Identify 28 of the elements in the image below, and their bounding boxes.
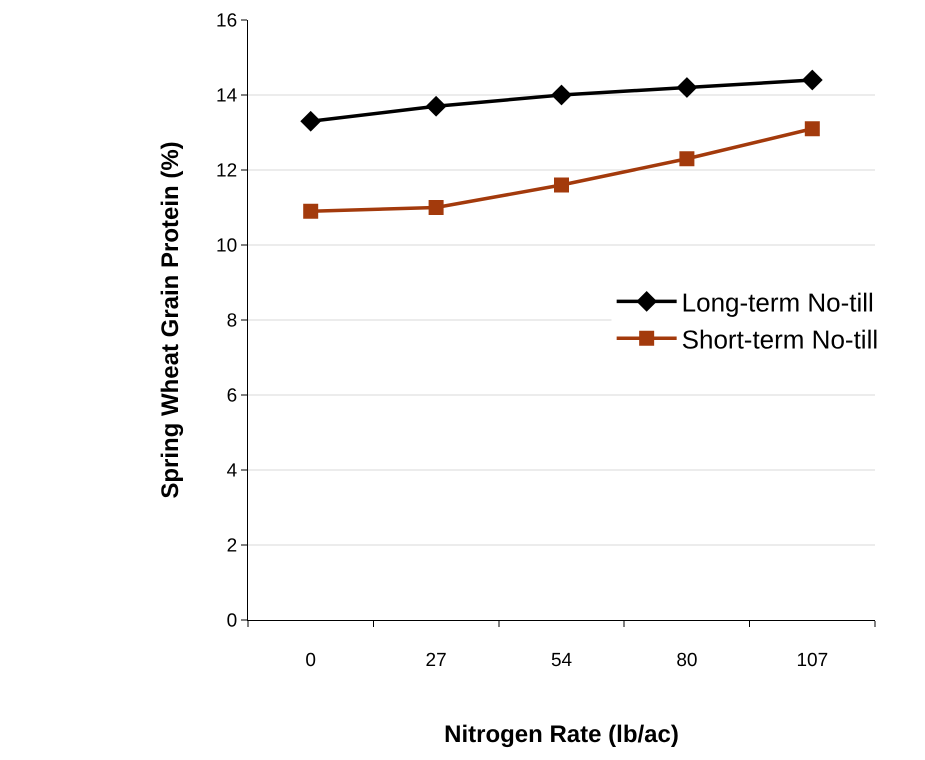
- y-tick-label: 12: [216, 160, 238, 182]
- y-tick-label: 4: [226, 460, 238, 482]
- x-tick-label: 54: [550, 650, 572, 671]
- legend-label: Long-term No-till: [682, 288, 874, 318]
- point: [551, 84, 572, 106]
- y-tick-label: 0: [226, 610, 238, 632]
- point: [428, 200, 444, 215]
- y-tick-label: 6: [226, 386, 238, 407]
- point: [303, 204, 318, 219]
- y-tick-label: 10: [216, 236, 238, 257]
- y-tick-label: 14: [216, 86, 238, 107]
- point: [426, 96, 446, 117]
- x-tick-label: 27: [426, 650, 447, 671]
- y-axis-title: Spring Wheat Grain Protein (%): [157, 141, 184, 499]
- point: [300, 110, 322, 132]
- point: [679, 151, 694, 166]
- x-tick-label: 0: [305, 650, 316, 671]
- x-tick-label: 107: [796, 650, 828, 671]
- x-axis-title: Nitrogen Rate (lb/ac): [444, 721, 679, 748]
- point: [802, 70, 823, 90]
- y-tick-label: 8: [226, 310, 238, 332]
- point: [804, 121, 820, 136]
- y-tick-label: 16: [216, 10, 238, 32]
- legend-label: Short-term No-till: [682, 324, 878, 354]
- point: [554, 178, 569, 192]
- point: [676, 77, 698, 98]
- x-tick-label: 80: [676, 650, 698, 671]
- y-tick-label: 2: [226, 536, 238, 557]
